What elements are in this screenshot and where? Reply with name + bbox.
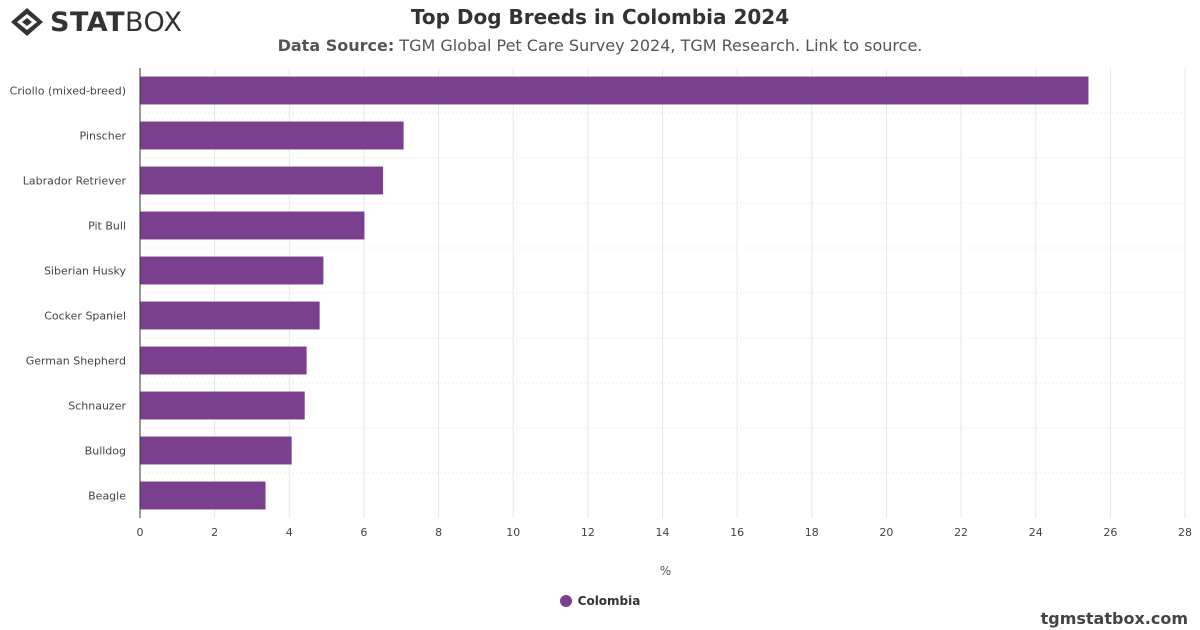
y-tick-label: German Shepherd bbox=[26, 355, 126, 368]
bar bbox=[140, 76, 1089, 105]
data-source-label: Data Source: bbox=[277, 36, 395, 55]
legend-marker-icon bbox=[559, 595, 572, 607]
bar bbox=[140, 301, 320, 330]
y-tick-label: Schnauzer bbox=[68, 400, 126, 413]
chart-subtitle[interactable]: Data Source: TGM Global Pet Care Survey … bbox=[0, 36, 1200, 55]
bar bbox=[140, 436, 292, 465]
x-tick-label: 26 bbox=[1103, 526, 1117, 539]
y-tick-label: Labrador Retriever bbox=[23, 175, 127, 188]
y-tick-label: Siberian Husky bbox=[44, 265, 127, 278]
y-tick-label: Pinscher bbox=[80, 130, 127, 143]
footer-site[interactable]: tgmstatbox.com bbox=[1040, 609, 1188, 628]
chart-title: Top Dog Breeds in Colombia 2024 bbox=[410, 5, 790, 29]
x-tick-label: 12 bbox=[581, 526, 595, 539]
bar bbox=[140, 391, 305, 420]
x-tick-label: 2 bbox=[211, 526, 218, 539]
x-tick-label: 4 bbox=[286, 526, 293, 539]
x-tick-label: 28 bbox=[1178, 526, 1192, 539]
y-tick-label: Criollo (mixed-breed) bbox=[10, 85, 126, 98]
chart-legend[interactable]: Colombia bbox=[0, 594, 1200, 608]
data-source-text[interactable]: TGM Global Pet Care Survey 2024, TGM Res… bbox=[394, 36, 923, 55]
bar bbox=[140, 481, 266, 510]
x-tick-label: 10 bbox=[506, 526, 520, 539]
x-tick-label: 6 bbox=[360, 526, 367, 539]
bar bbox=[140, 256, 324, 285]
y-tick-label: Cocker Spaniel bbox=[44, 310, 126, 323]
bar bbox=[140, 211, 365, 240]
x-tick-label: 14 bbox=[656, 526, 670, 539]
bar bbox=[140, 166, 384, 195]
statbox-logo-text: STATBOX bbox=[50, 6, 183, 38]
x-tick-label: 0 bbox=[137, 526, 144, 539]
y-tick-label: Pit Bull bbox=[88, 220, 126, 233]
y-tick-label: Bulldog bbox=[85, 445, 126, 458]
x-tick-label: 22 bbox=[954, 526, 968, 539]
x-axis-title: % bbox=[660, 564, 671, 578]
x-tick-label: 24 bbox=[1029, 526, 1043, 539]
bar bbox=[140, 121, 404, 150]
x-tick-label: 20 bbox=[879, 526, 893, 539]
x-tick-label: 18 bbox=[805, 526, 819, 539]
x-tick-label: 8 bbox=[435, 526, 442, 539]
legend-item-colombia[interactable]: Colombia bbox=[577, 594, 641, 608]
statbox-logo[interactable]: STATBOX bbox=[10, 6, 183, 38]
bar bbox=[140, 346, 307, 375]
statbox-logo-icon bbox=[11, 8, 43, 36]
y-tick-label: Beagle bbox=[88, 490, 126, 503]
x-tick-label: 16 bbox=[730, 526, 744, 539]
